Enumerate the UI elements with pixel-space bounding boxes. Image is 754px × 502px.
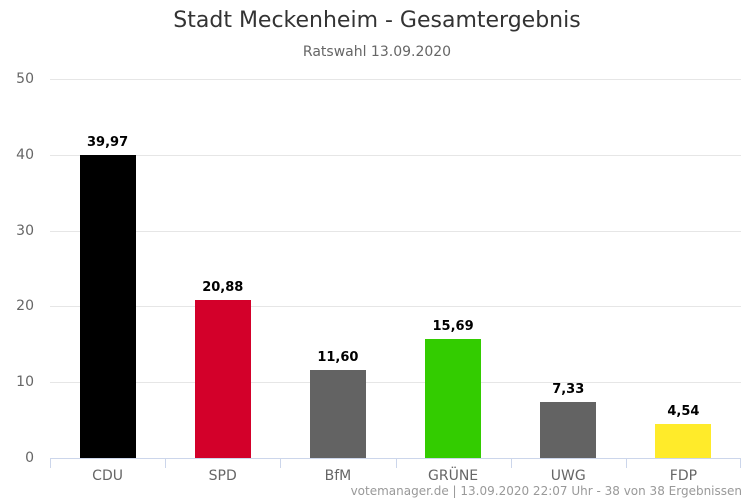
bar-value-label: 11,60 xyxy=(317,350,359,366)
x-axis-category-label: UWG xyxy=(550,468,586,484)
x-axis-category-label: SPD xyxy=(208,468,237,484)
x-axis-tick xyxy=(165,458,167,468)
chart-title: Stadt Meckenheim - Gesamtergebnis xyxy=(173,8,581,33)
y-axis-tick-label: 50 xyxy=(16,71,34,87)
y-axis-tick-label: 10 xyxy=(16,374,34,391)
x-axis-tick xyxy=(625,458,627,468)
bar-fdp[interactable] xyxy=(655,423,712,458)
bar-value-label: 4,54 xyxy=(667,403,700,419)
y-axis-tick-label: 0 xyxy=(25,450,34,466)
bar-value-label: 15,69 xyxy=(432,319,474,335)
credits-link[interactable]: votemanager.de | 13.09.2020 22:07 Uhr - … xyxy=(350,484,742,498)
gridline xyxy=(50,306,741,308)
plot-area: 0 10 20 30 40 50 39,97 CDU 20,88 SPD 11,60 BfM 15,69… xyxy=(16,71,741,484)
gridline xyxy=(50,382,741,384)
bar-bfm[interactable] xyxy=(309,370,366,458)
bar-cdu[interactable] xyxy=(79,155,136,458)
x-axis-category-label: CDU xyxy=(92,468,123,484)
x-axis-tick xyxy=(395,458,397,468)
x-axis-tick xyxy=(740,458,741,468)
chart-subtitle: Ratswahl 13.09.2020 xyxy=(302,44,452,60)
y-axis-tick-label: 30 xyxy=(16,222,34,239)
x-axis-category-label: GRÜNE xyxy=(428,468,479,484)
bar-uwg[interactable] xyxy=(540,402,597,458)
x-axis-category-label: FDP xyxy=(669,468,698,484)
bar-value-label: 20,88 xyxy=(202,279,244,295)
bar-value-label: 39,97 xyxy=(87,135,129,151)
bar-spd[interactable] xyxy=(194,299,251,458)
gridline xyxy=(50,230,741,232)
x-axis-tick xyxy=(510,458,512,468)
gridline xyxy=(50,154,741,156)
x-axis-tick xyxy=(50,458,51,468)
y-axis-tick-label: 40 xyxy=(16,146,34,163)
x-axis-tick xyxy=(280,458,282,468)
bar-value-label: 7,33 xyxy=(552,382,585,398)
x-axis-category-label: BfM xyxy=(324,468,352,484)
gridline xyxy=(50,79,741,80)
y-axis-tick-label: 20 xyxy=(16,298,34,315)
bar-grüne[interactable] xyxy=(425,339,482,458)
